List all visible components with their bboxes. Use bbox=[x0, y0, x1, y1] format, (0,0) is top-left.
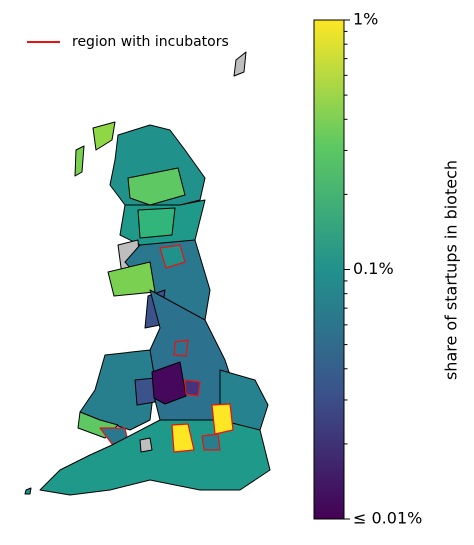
incubator-region bbox=[184, 379, 201, 397]
region bbox=[127, 167, 186, 206]
region bbox=[134, 377, 156, 406]
incubator-region bbox=[159, 244, 186, 269]
region bbox=[137, 207, 176, 239]
colorbar-tick-label: 0.1% bbox=[353, 259, 394, 278]
incubator-region bbox=[201, 433, 221, 451]
region bbox=[39, 419, 271, 496]
region bbox=[92, 121, 116, 151]
colorbar-tick-label: 1% bbox=[353, 10, 378, 29]
colorbar-label: share of startups in biotech bbox=[442, 160, 461, 380]
region bbox=[79, 349, 156, 431]
legend-label: region with incubators bbox=[72, 34, 229, 50]
region bbox=[107, 261, 156, 297]
region bbox=[151, 361, 187, 405]
incubator-region bbox=[211, 403, 234, 435]
region bbox=[233, 51, 247, 77]
region bbox=[24, 487, 32, 495]
legend: region with incubators bbox=[27, 34, 229, 50]
uk-map bbox=[24, 51, 271, 496]
incubator-region bbox=[173, 339, 189, 357]
region bbox=[139, 437, 153, 453]
region bbox=[74, 145, 85, 177]
colorbar-tick-label: ≤ 0.01% bbox=[353, 509, 422, 528]
colorbar bbox=[313, 19, 345, 520]
incubator-region bbox=[171, 423, 195, 453]
